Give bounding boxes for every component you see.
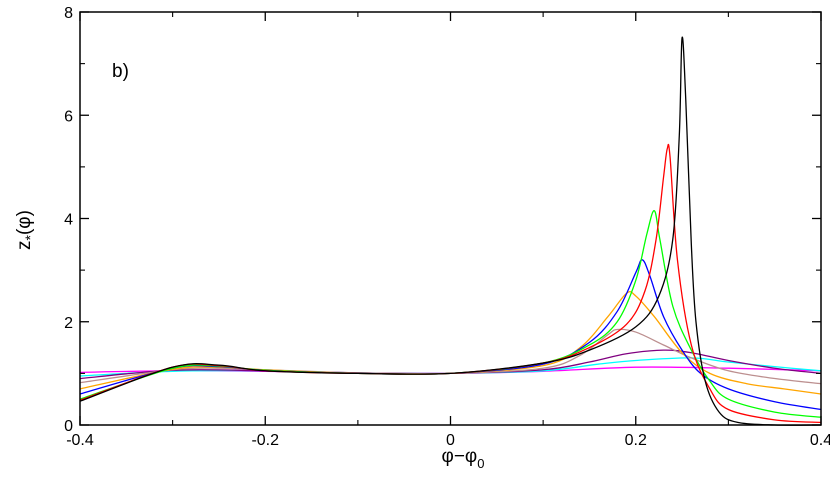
y-axis-label-subscript: * bbox=[22, 234, 38, 240]
y-tick-label: 0 bbox=[64, 418, 73, 435]
series-layer bbox=[79, 36, 822, 426]
series-line-3 bbox=[79, 349, 822, 380]
x-tick-label: 0.4 bbox=[810, 432, 830, 449]
x-tick-label: 0 bbox=[446, 432, 455, 449]
y-axis-label-suffix: (φ) bbox=[14, 210, 35, 235]
y-tick-label: 8 bbox=[64, 5, 73, 22]
plot-frame bbox=[79, 11, 822, 426]
panel-label: b) bbox=[112, 61, 129, 82]
series-line-9 bbox=[79, 36, 822, 426]
tick-layer: -0.4 -0.2 0 0.2 0.4 0 2 4 6 8 bbox=[64, 5, 830, 449]
series-line-6 bbox=[79, 259, 822, 411]
series-line-7 bbox=[79, 210, 822, 418]
y-tick-label: 4 bbox=[64, 212, 73, 229]
y-axis-label: z*(φ) bbox=[14, 210, 38, 250]
x-axis-label: φ−φ0 bbox=[442, 446, 485, 471]
y-axis-label-main: z bbox=[14, 240, 35, 250]
series-line-4 bbox=[79, 328, 822, 385]
x-tick-label: -0.4 bbox=[66, 432, 94, 449]
x-axis-label-subscript: 0 bbox=[477, 456, 484, 471]
y-tick-label: 2 bbox=[64, 315, 73, 332]
x-tick-label: -0.2 bbox=[251, 432, 279, 449]
series-line-5 bbox=[79, 290, 822, 395]
x-axis-label-main: φ−φ bbox=[442, 446, 478, 467]
x-tick-label: 0.2 bbox=[625, 432, 647, 449]
y-tick-label: 6 bbox=[64, 108, 73, 125]
